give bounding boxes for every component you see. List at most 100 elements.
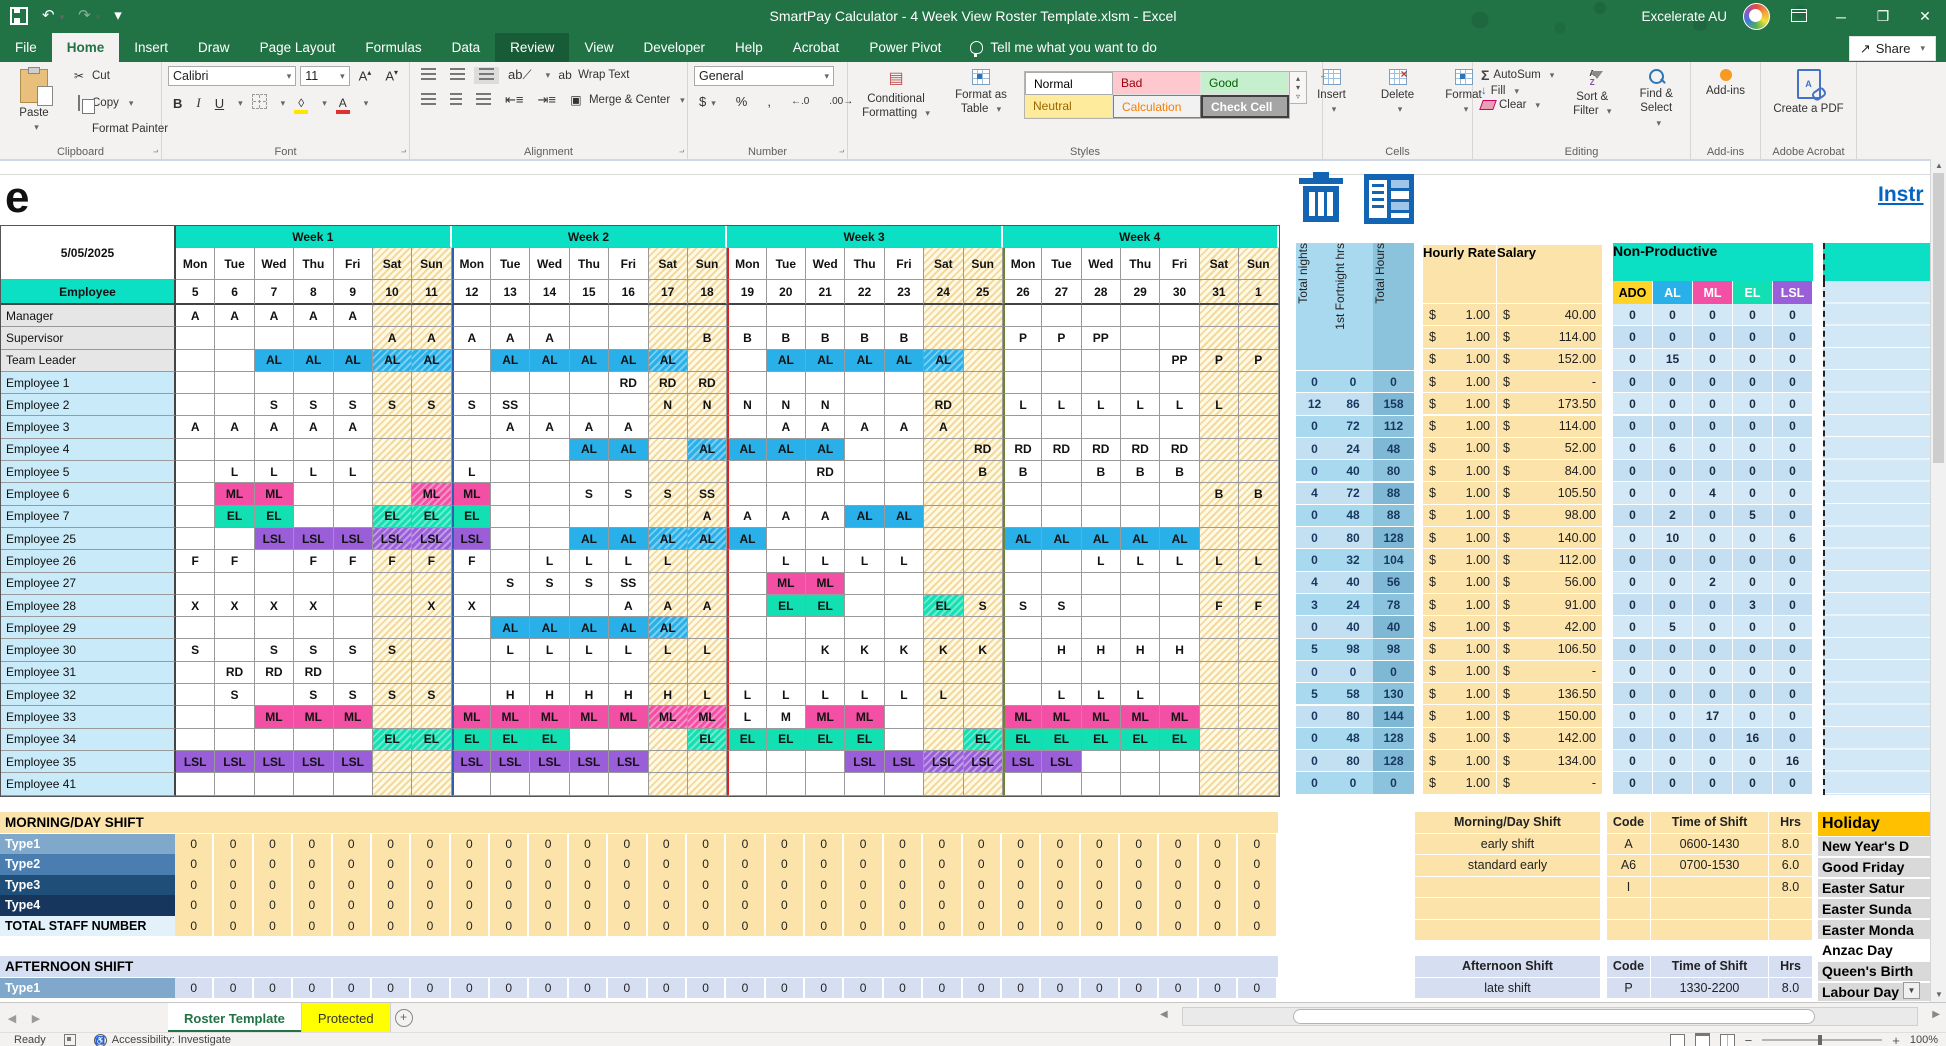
shift-cell[interactable]: X (215, 594, 255, 618)
nonprod-value-cell[interactable]: 0 (1613, 370, 1653, 394)
align-left-icon[interactable] (416, 92, 441, 109)
shift-cell[interactable]: EL (451, 728, 491, 751)
shift-cell[interactable]: RD (1042, 438, 1082, 462)
shift-cell[interactable]: LSL (530, 750, 570, 774)
shift-cell[interactable] (215, 639, 255, 662)
nonprod-value-cell[interactable]: 0 (1773, 638, 1813, 661)
day-number-cell[interactable]: 24 (924, 280, 964, 305)
shift-cell[interactable] (1002, 305, 1043, 328)
nonprod-value-cell[interactable]: 0 (1653, 393, 1693, 416)
shift-cell[interactable] (1121, 371, 1161, 395)
shift-cell[interactable]: S (294, 394, 334, 417)
shift-cell[interactable]: X (412, 594, 452, 618)
shift-cell[interactable]: L (1160, 550, 1200, 573)
day-number-cell[interactable]: 5 (176, 280, 216, 305)
nonprod-value-cell[interactable]: 0 (1773, 437, 1813, 461)
shift-cell[interactable]: L (727, 684, 767, 707)
type-row-value-cell[interactable]: 0 (568, 833, 609, 854)
day-name-cell[interactable]: Wed (254, 248, 295, 280)
nonprod-value-cell[interactable]: 0 (1693, 370, 1733, 394)
cell-style-check-cell[interactable]: Check Cell (1201, 95, 1289, 118)
salary-cell[interactable]: $91.00 (1497, 593, 1602, 617)
nonprod-value-cell[interactable]: 0 (1773, 705, 1813, 728)
shift-cell[interactable]: AL (491, 349, 531, 372)
shift-cell[interactable] (1199, 728, 1240, 751)
shift-cell[interactable] (884, 728, 925, 751)
type-row-value-cell[interactable]: 0 (1001, 854, 1042, 875)
shift-cell[interactable]: L (1081, 550, 1121, 573)
shift-cell[interactable] (176, 661, 216, 685)
afternoon-type-row-value-cell[interactable]: 0 (253, 977, 294, 998)
type-row-value-cell[interactable]: 0 (883, 874, 924, 895)
shift-cell[interactable] (766, 461, 806, 484)
nonprod-value-cell[interactable]: 0 (1733, 660, 1773, 684)
shift-cell[interactable] (884, 773, 925, 796)
shift-cell[interactable] (530, 527, 570, 551)
type-row-value-cell[interactable]: 0 (529, 874, 569, 895)
nonprod-value-cell[interactable]: 0 (1653, 660, 1693, 684)
shift-cell[interactable]: H (648, 684, 688, 707)
type-row-value-cell[interactable]: 0 (293, 895, 333, 916)
shift-cell[interactable] (884, 594, 925, 618)
shift-cell[interactable] (569, 461, 610, 484)
shift-cell[interactable] (372, 371, 413, 395)
shift-cell[interactable] (1121, 594, 1161, 618)
shift-cell[interactable]: RD (254, 661, 295, 685)
shift-cell[interactable] (766, 527, 806, 551)
shift-cell[interactable]: AL (569, 438, 610, 462)
shift-cell[interactable] (1121, 305, 1161, 328)
type-row-value-cell[interactable]: 0 (1159, 895, 1199, 916)
account-name[interactable]: Excelerate AU (1641, 9, 1727, 24)
day-number-cell[interactable]: 30 (1160, 280, 1200, 305)
shift-cell[interactable]: AL (1042, 527, 1082, 551)
shift-cell[interactable] (176, 505, 216, 528)
nonprod-value-cell[interactable]: 0 (1693, 393, 1733, 416)
type-row-value-cell[interactable]: 0 (647, 854, 687, 875)
shift-cell[interactable]: L (333, 461, 373, 484)
type-row-value-cell[interactable]: 0 (568, 874, 609, 895)
shift-cell[interactable]: AL (648, 527, 688, 551)
shift-hrs-cell[interactable] (1769, 919, 1812, 940)
shift-cell[interactable]: S (412, 394, 452, 417)
employee-name-cell[interactable]: Employee 27 (1, 572, 176, 595)
shift-cell[interactable]: AL (845, 349, 885, 372)
shift-cell[interactable]: EL (372, 728, 413, 751)
shift-cell[interactable] (806, 773, 846, 796)
copy-button[interactable]: Copy ▾ (68, 95, 171, 111)
shift-cell[interactable]: S (963, 594, 1003, 618)
shift-cell[interactable] (727, 617, 767, 640)
shift-cell[interactable] (372, 483, 413, 506)
day-name-cell[interactable]: Wed (1081, 248, 1121, 280)
shift-cell[interactable] (1160, 416, 1200, 439)
shift-cell[interactable]: ML (333, 706, 373, 729)
shift-cell[interactable]: AL (648, 617, 688, 640)
nonprod-value-cell[interactable]: 0 (1693, 772, 1733, 795)
shift-cell[interactable] (254, 617, 295, 640)
shift-cell[interactable] (294, 572, 334, 595)
orientation-button[interactable]: ab⟋ (508, 67, 532, 82)
day-number-cell[interactable]: 18 (687, 280, 728, 305)
shift-cell[interactable]: P (1199, 349, 1240, 372)
type-row-value-cell[interactable]: 0 (568, 854, 609, 875)
totals-value-cell[interactable]: 128 (1373, 750, 1414, 773)
totals-value-cell[interactable]: 0 (1373, 660, 1414, 684)
type-row-value-cell[interactable]: 0 (253, 895, 294, 916)
shift-code-cell[interactable] (1607, 919, 1650, 940)
total-staff-value-cell[interactable]: 0 (175, 915, 215, 936)
shift-cell[interactable] (1160, 572, 1200, 595)
totals-value-cell[interactable]: 112 (1373, 415, 1414, 438)
type-row-value-cell[interactable]: 0 (1238, 854, 1278, 875)
shift-cell[interactable] (215, 773, 255, 796)
shift-cell[interactable]: AL (687, 527, 728, 551)
shift-cell[interactable] (1002, 505, 1043, 528)
shift-cell[interactable] (1002, 416, 1043, 439)
nonprod-value-cell[interactable]: 2 (1693, 571, 1733, 594)
day-name-cell[interactable]: Mon (727, 248, 767, 280)
shift-cell[interactable]: A (372, 327, 413, 350)
totals-value-cell[interactable]: 104 (1373, 549, 1414, 572)
shift-cell[interactable]: EL (1081, 728, 1121, 751)
shift-cell[interactable] (1081, 483, 1121, 506)
shift-cell[interactable] (963, 327, 1003, 350)
shift-cell[interactable] (1121, 617, 1161, 640)
shift-cell[interactable]: EL (412, 728, 452, 751)
